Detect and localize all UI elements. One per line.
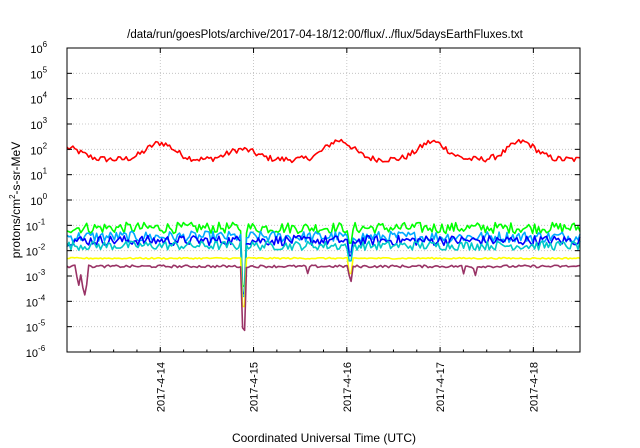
x-tick-label: 2017-4-16 <box>342 362 354 412</box>
y-tick-label: 10-6 <box>26 344 46 360</box>
y-axis-title-rest: -s-sr-MeV <box>9 142 23 195</box>
series-line <box>66 256 581 308</box>
y-tick-label: 102 <box>30 141 47 157</box>
grid-lines <box>67 48 580 352</box>
x-axis: 2017-4-14 2017-4-15 2017-4-16 2017-4-17 2017… <box>66 48 581 412</box>
series-line <box>66 138 581 164</box>
y-tick-label: 103 <box>30 116 47 132</box>
y-tick-label: 101 <box>30 167 47 183</box>
y-tick-label: 106 <box>30 40 47 56</box>
y-tick-label: 104 <box>30 91 47 107</box>
y-axis-title-sup: 2 <box>8 194 17 199</box>
y-tick-label: 10-3 <box>26 268 46 284</box>
series-line <box>66 264 581 332</box>
y-axis: 10-6 10-5 10-4 10-3 10-2 10-1 100 101 102 103 104 1… <box>26 40 580 360</box>
y-tick-label: 105 <box>30 65 47 81</box>
y-tick-label: 10-2 <box>26 243 46 259</box>
y-axis-title: protons/cm2-s-sr-MeV <box>8 142 23 258</box>
plot-frame <box>66 47 581 353</box>
series-line <box>66 240 581 298</box>
data-series <box>66 138 581 332</box>
y-tick-label: 10-5 <box>26 319 46 335</box>
series-line <box>66 221 581 287</box>
x-axis-title: Coordinated Universal Time (UTC) <box>232 431 416 445</box>
y-tick-label: 10-4 <box>26 293 46 309</box>
y-axis-title-main: protons/cm <box>9 199 23 258</box>
x-tick-label: 2017-4-15 <box>249 362 261 412</box>
x-tick-label: 2017-4-17 <box>435 362 447 412</box>
y-tick-label: 10-1 <box>26 217 46 233</box>
series-line <box>66 234 581 295</box>
x-tick-label: 2017-4-18 <box>528 362 540 412</box>
chart-title: /data/run/goesPlots/archive/2017-04-18/1… <box>127 29 523 41</box>
y-tick-label: 100 <box>30 192 47 208</box>
x-tick-label: 2017-4-14 <box>155 362 167 412</box>
